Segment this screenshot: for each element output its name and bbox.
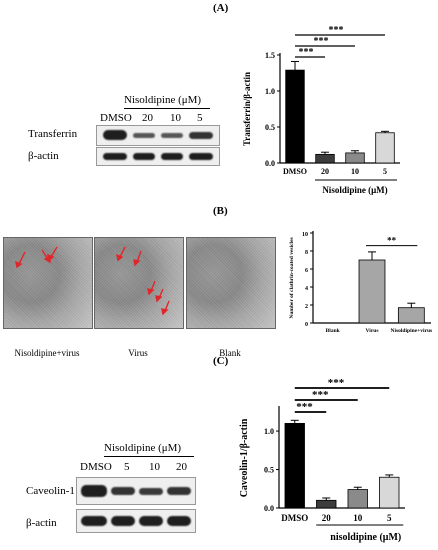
bar (397, 307, 425, 324)
x-tick-label: 10 (351, 167, 359, 176)
blot-c-row-caveolin: Caveolin-1 (26, 485, 75, 497)
bar (358, 259, 386, 324)
blot-a-lane-1: DMSO (100, 112, 132, 124)
sig-label: *** (329, 25, 344, 36)
band (111, 516, 135, 526)
bar (316, 499, 337, 509)
bar (285, 69, 305, 164)
y-tick-label: 0.5 (265, 123, 275, 132)
band (167, 487, 191, 495)
band (167, 516, 191, 526)
bar (375, 132, 395, 164)
blot-c-header: Nisoldipine (μM) (104, 442, 182, 454)
band (161, 133, 183, 138)
panel-c-label: (C) (213, 355, 229, 367)
y-tick-label: 10 (302, 232, 308, 238)
em-caption-blank: Blank (219, 348, 241, 358)
x-tick-label: 5 (387, 513, 392, 523)
y-tick-label: 0.0 (264, 504, 274, 513)
x-tick-label: DMSO (281, 513, 308, 523)
band (81, 485, 107, 497)
y-tick-label: 6 (305, 268, 308, 274)
band (139, 488, 163, 495)
chart-c: 0.0 0.5 1.0 Caveolin-1/β-actin DMSO 20 10 5 niso… (239, 377, 405, 543)
band (81, 516, 107, 526)
x-tick-label: 20 (322, 513, 332, 523)
blot-a-row-transferrin: Transferrin (28, 128, 78, 140)
blot-c-lane-1: DMSO (80, 461, 112, 473)
em-image-virus (94, 237, 184, 329)
band (111, 487, 135, 495)
x-tick-label: Nisoldipine+virus (391, 328, 433, 334)
chart-b: 0 2 4 6 8 10 Number of clathrin-coated vesicle… (289, 231, 433, 334)
band (161, 153, 183, 160)
y-tick-label: 0.5 (264, 466, 274, 475)
blot-c-header-line (104, 456, 194, 457)
sig-label: *** (296, 401, 313, 413)
blot-c-caveolin (76, 477, 196, 505)
em-arrows (15, 246, 170, 316)
sig-label: *** (328, 377, 345, 389)
band (133, 133, 155, 138)
band (139, 516, 163, 526)
y-axis-label: Caveolin-1/β-actin (239, 418, 250, 497)
x-tick-label: DMSO (283, 167, 307, 176)
bar (347, 489, 368, 509)
sig-label: ** (387, 236, 397, 246)
y-tick-label: 0 (305, 322, 308, 328)
blot-c-row-actin: β-actin (26, 517, 57, 529)
blot-a-actin (96, 147, 220, 166)
x-tick-label: 20 (321, 167, 329, 176)
panel-a-label: (A) (213, 2, 229, 14)
em-image-nisoldipine-virus (3, 237, 93, 329)
y-axis-label: Transferrin/β-actin (242, 72, 252, 146)
bar (379, 476, 400, 509)
sig-label: *** (314, 36, 329, 47)
blot-c-lane-3: 10 (149, 461, 160, 473)
y-tick-label: 1.5 (265, 51, 275, 60)
y-axis-label: Number of clathrin-coated vesicles (289, 237, 295, 318)
blot-a-header-line (124, 108, 210, 109)
y-tick-label: 4 (305, 286, 308, 292)
blot-a-header: Nisoldipine (μM) (124, 94, 202, 106)
y-tick-label: 8 (305, 250, 308, 256)
x-tick-label: 10 (353, 513, 363, 523)
chart-a: 0.0 0.5 1.0 1.5 Transferrin/β-actin DMSO 20 10 5… (242, 25, 400, 195)
x-axis-label: nisoldipine (μM) (330, 532, 401, 543)
blot-c-lane-4: 20 (176, 461, 187, 473)
band (103, 153, 127, 160)
x-tick-label: Virus (366, 328, 379, 334)
band (103, 130, 127, 140)
blot-a-transferrin (96, 125, 220, 146)
bar (315, 153, 335, 164)
em-caption-nisoldipine-virus: Nisoldipine+virus (14, 348, 80, 358)
band (189, 153, 213, 160)
y-tick-label: 0.0 (265, 159, 275, 168)
bar (284, 422, 305, 509)
blot-a-lane-2: 20 (142, 112, 153, 124)
band (189, 132, 213, 139)
x-axis-label: Nisoldipine (μM) (322, 185, 387, 195)
blot-a-lane-3: 10 (170, 112, 181, 124)
x-tick-label: 5 (383, 167, 387, 176)
sig-label: *** (312, 389, 329, 401)
em-image-blank (186, 237, 276, 329)
blot-c-actin (76, 509, 196, 533)
panel-b-label: (B) (213, 205, 228, 217)
band (133, 153, 155, 160)
y-tick-label: 1.0 (264, 427, 274, 436)
y-tick-label: 2 (305, 304, 308, 310)
blot-a-row-actin: β-actin (28, 150, 59, 162)
bar (345, 152, 365, 164)
blot-a-lane-4: 5 (197, 112, 203, 124)
x-tick-label: Blank (326, 328, 341, 334)
sig-label: *** (299, 47, 314, 58)
blot-c-lane-2: 5 (124, 461, 130, 473)
y-tick-label: 1.0 (265, 87, 275, 96)
em-caption-virus: Virus (128, 348, 148, 358)
